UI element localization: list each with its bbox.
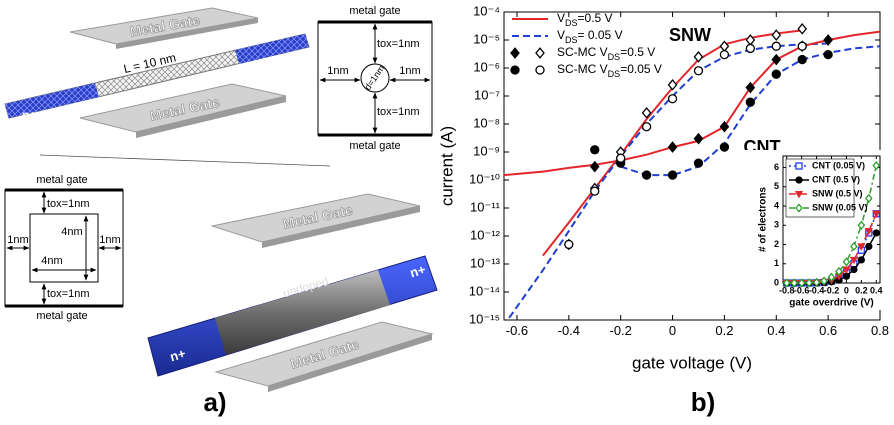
figure: Metal Gate L = 10 nm n+ Metal Gate metal… — [0, 0, 894, 420]
marker — [591, 187, 599, 195]
marker — [720, 51, 728, 59]
x-tick-label: -0.2 — [609, 323, 631, 338]
y-tick-label: 2 — [774, 239, 779, 249]
marker — [796, 163, 802, 169]
top-device: Metal Gate L = 10 nm n+ Metal Gate — [5, 8, 309, 138]
gate-label: metal gate — [349, 140, 400, 152]
y-tick-label: 10⁻⁹ — [473, 143, 500, 158]
marker — [824, 51, 832, 59]
y-tick-label: 3 — [774, 220, 779, 230]
marker — [873, 230, 879, 236]
marker — [746, 98, 754, 106]
gate-label: metal gate — [36, 310, 87, 322]
x-tick-label: 0.4 — [870, 285, 883, 295]
dim-label: 1nm — [99, 234, 120, 246]
legend-label: CNT (0.05 V) — [812, 160, 865, 170]
x-axis-label: gate voltage (V) — [632, 353, 752, 372]
y-tick-label: 10⁻⁸ — [473, 115, 500, 130]
x-tick-label: 0 — [669, 323, 676, 338]
cnt-cross-section: metal gate metal gate tox=1nm tox=1nm 1n… — [318, 5, 432, 152]
y-tick-label: 10⁻¹⁰ — [469, 171, 500, 186]
dim-label: 1nm — [7, 234, 28, 246]
y-tick-label: 5 — [774, 181, 779, 191]
marker — [643, 123, 651, 131]
height-label: 4nm — [61, 226, 82, 238]
bottom-device: Metal Gate L = 10 nm undoped n+ n+ Metal… — [148, 194, 437, 392]
marker — [796, 177, 802, 183]
marker — [617, 154, 625, 162]
x-axis-label: gate overdrive (V) — [789, 298, 873, 309]
x-tick-label: 0.4 — [767, 323, 785, 338]
gate-label: metal gate — [349, 5, 400, 17]
marker — [772, 70, 780, 78]
marker — [858, 257, 864, 263]
marker — [746, 44, 754, 52]
x-tick-label: 0.2 — [855, 285, 868, 295]
marker — [798, 56, 806, 64]
width-label: 4nm — [41, 255, 62, 267]
marker — [511, 66, 519, 74]
y-axis-label: current (A) — [437, 126, 456, 206]
marker — [798, 42, 806, 50]
length-label: L = 10 nm — [272, 243, 327, 271]
divider — [40, 155, 330, 166]
y-axis-label: # of electrons — [758, 187, 769, 252]
contact-label: n+ — [22, 108, 36, 122]
wire — [30, 214, 98, 282]
marker — [669, 171, 677, 179]
tox-label: tox=1nm — [377, 106, 420, 118]
snw-cross-section: metal gate metal gate tox=1nm 4nm 4nm to… — [5, 174, 123, 322]
panel-label: a) — [203, 387, 226, 417]
marker — [643, 171, 651, 179]
legend-label: SNW (0.5 V) — [812, 188, 863, 198]
y-tick-label: 10⁻⁷ — [474, 87, 500, 102]
tox-label: tox=1nm — [377, 38, 420, 50]
marker — [694, 67, 702, 75]
y-tick-label: 10⁻¹⁵ — [469, 311, 500, 326]
x-tick-label: 0.6 — [819, 323, 837, 338]
y-tick-label: 1 — [774, 258, 779, 268]
dim-label: 1nm — [327, 65, 348, 77]
x-tick-label: 0.2 — [715, 323, 733, 338]
marker — [694, 159, 702, 167]
y-tick-label: 10⁻⁴ — [473, 3, 500, 18]
y-tick-label: 0 — [774, 277, 779, 287]
tox-label: tox=1nm — [47, 288, 90, 300]
marker — [772, 42, 780, 50]
x-tick-label: -0.6 — [506, 323, 528, 338]
annotation: SNW — [669, 25, 711, 45]
dim-label: 1nm — [399, 65, 420, 77]
y-tick-label: 4 — [774, 200, 779, 210]
y-tick-label: 10⁻⁵ — [473, 31, 500, 46]
marker — [669, 95, 677, 103]
y-tick-label: 10⁻⁶ — [473, 59, 500, 74]
marker — [536, 66, 544, 74]
y-tick-label: 10⁻¹⁴ — [469, 283, 500, 298]
contact-right — [235, 34, 309, 64]
x-tick-label: -0.2 — [824, 285, 840, 295]
y-tick-label: 10⁻¹¹ — [470, 199, 501, 214]
y-tick-label: 6 — [774, 162, 779, 172]
marker — [866, 243, 872, 249]
marker — [720, 143, 728, 151]
marker — [843, 273, 849, 279]
x-tick-label: 0.8 — [871, 323, 889, 338]
x-tick-label: 0 — [844, 285, 849, 295]
legend-label: CNT (0.5 V) — [812, 174, 860, 184]
marker — [565, 240, 573, 248]
tox-label: tox=1nm — [47, 198, 90, 210]
y-tick-label: 10⁻¹³ — [470, 255, 501, 270]
marker — [591, 146, 599, 154]
x-tick-label: -0.4 — [558, 323, 580, 338]
legend-label: SNW (0.05 V) — [812, 202, 868, 212]
marker — [851, 267, 857, 273]
gate-label: metal gate — [36, 174, 87, 186]
panel-label: b) — [691, 387, 716, 417]
y-tick-label: 10⁻¹² — [470, 227, 501, 242]
